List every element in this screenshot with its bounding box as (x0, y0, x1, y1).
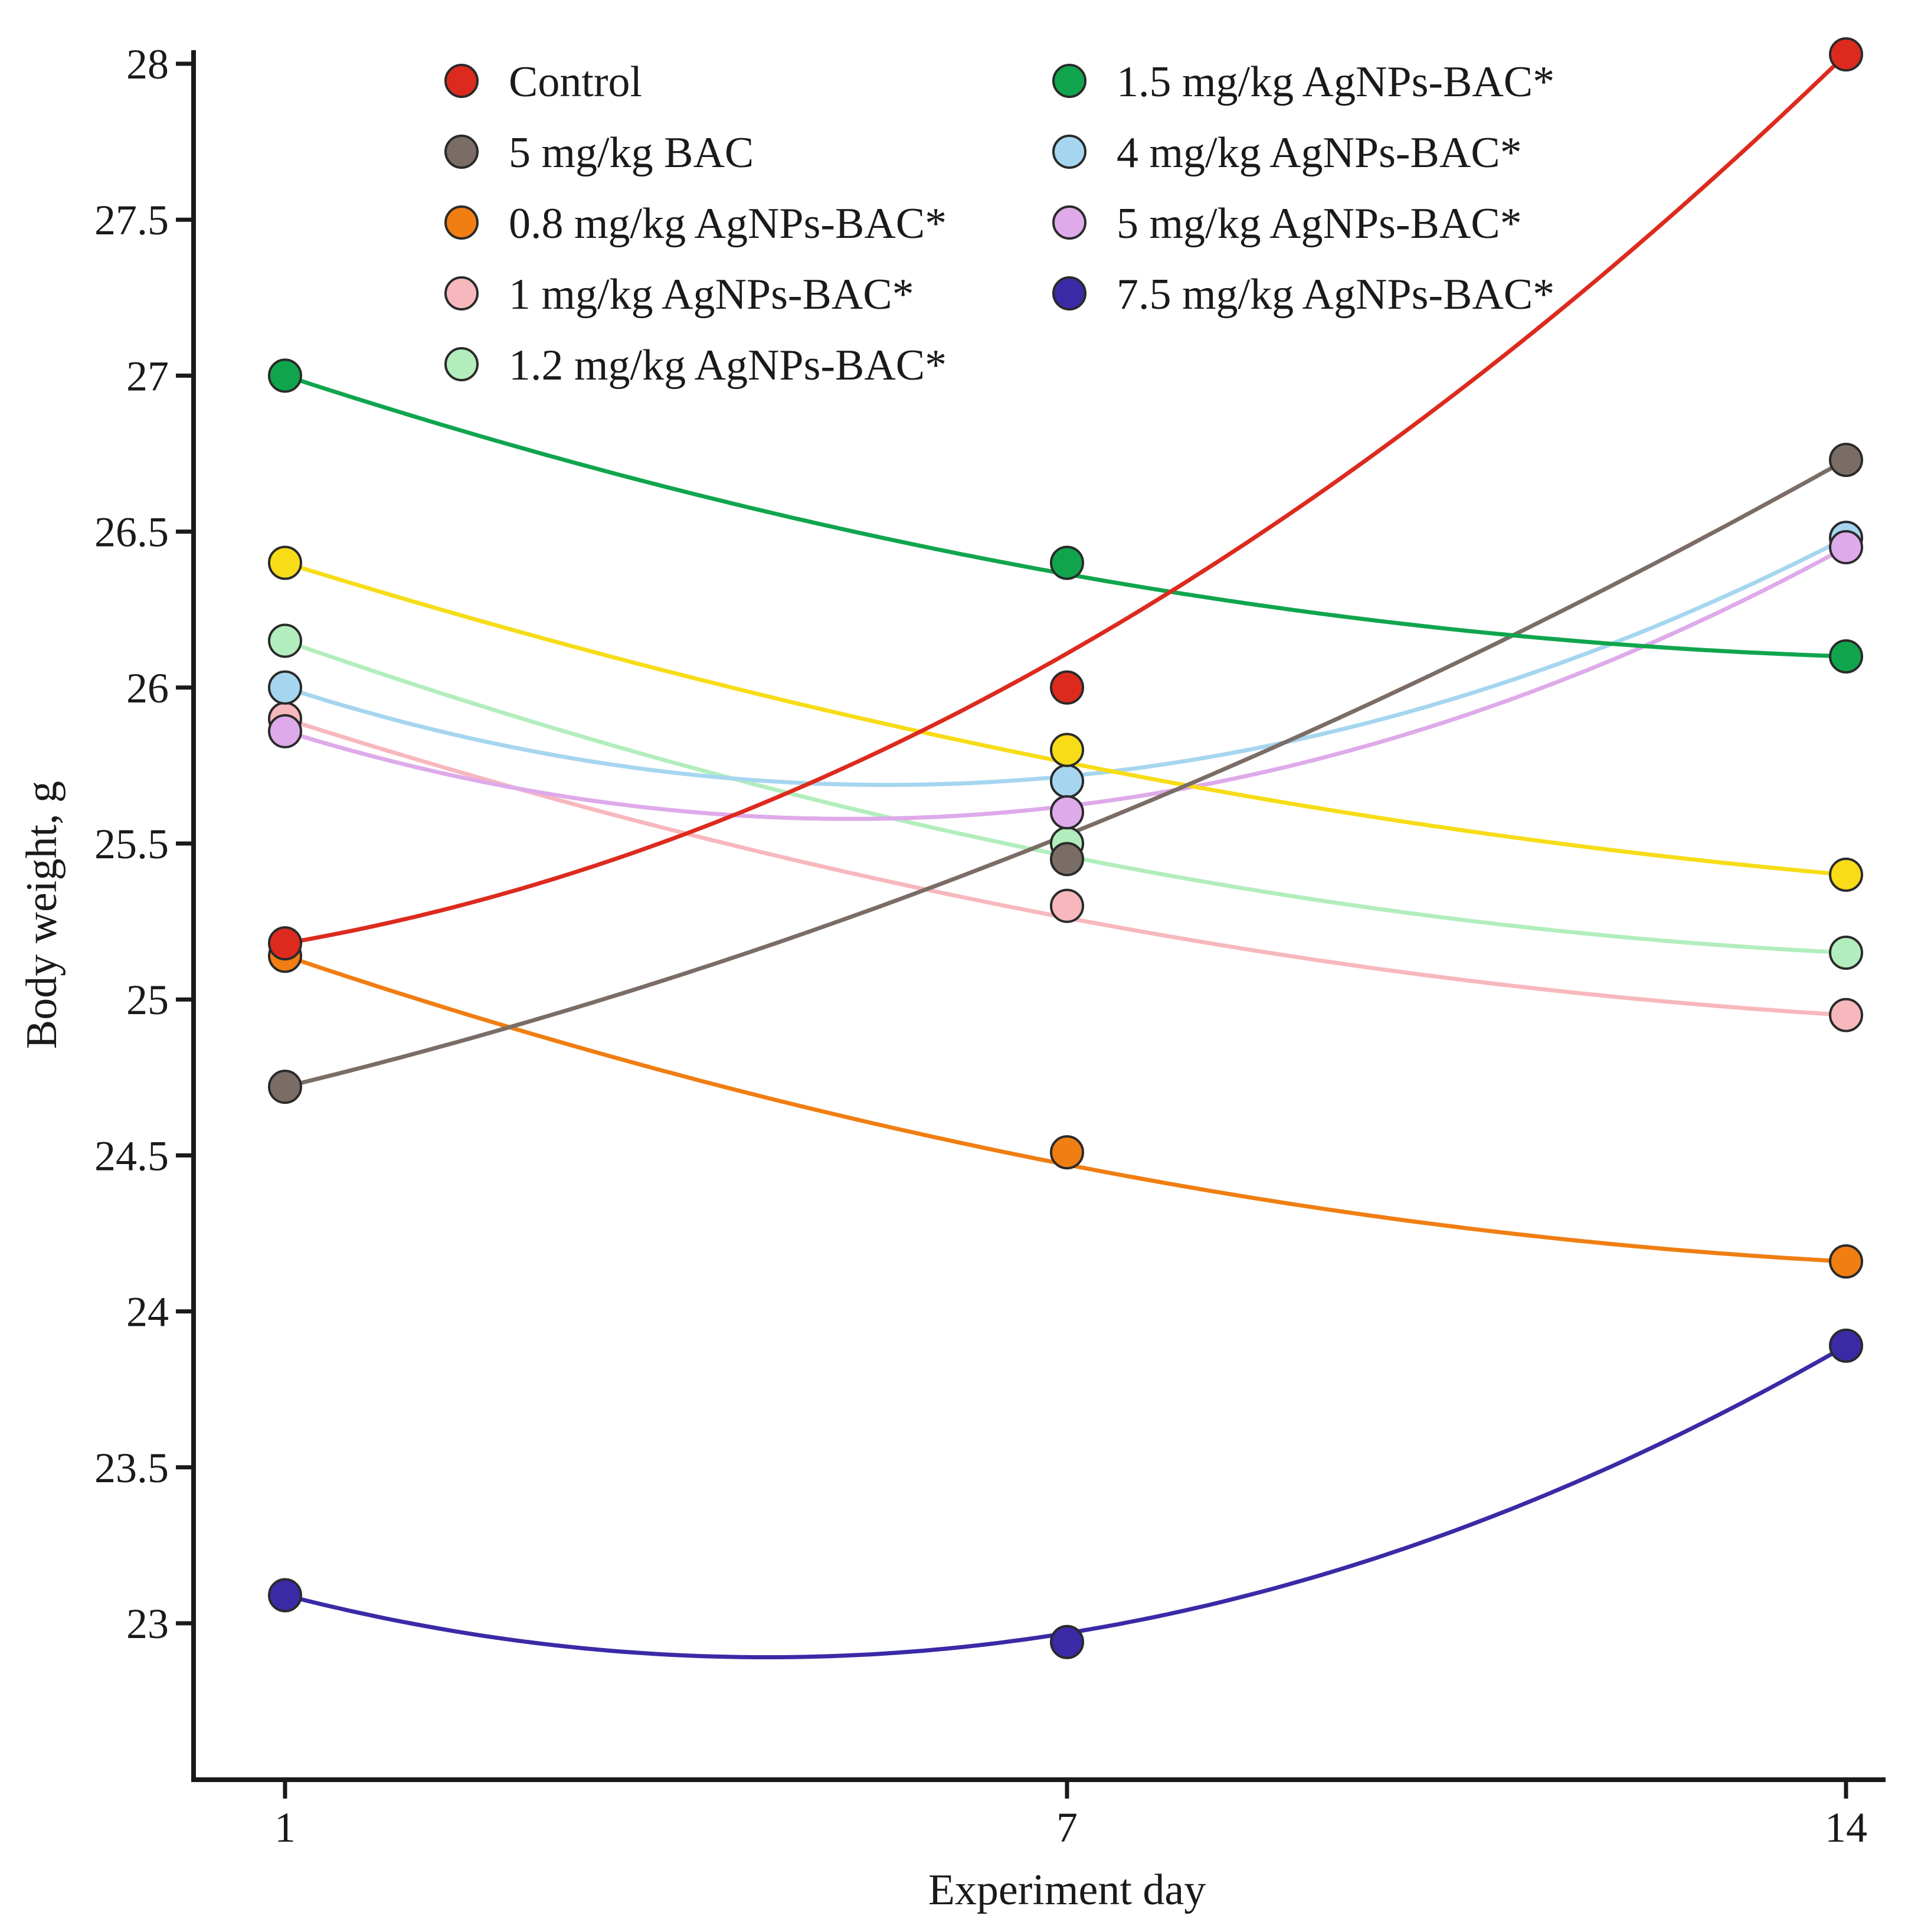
legend-item: 5 mg/kg AgNPs-BAC* (1052, 200, 1522, 248)
legend-item: 7.5 mg/kg AgNPs-BAC* (1052, 270, 1554, 319)
legend-label: 5 mg/kg BAC (509, 129, 754, 177)
legend-item: 0.8 mg/kg AgNPs-BAC* (444, 200, 947, 248)
data-point (1050, 545, 1084, 580)
legend-marker (444, 205, 479, 240)
legend-item: 1.5 mg/kg AgNPs-BAC* (1052, 58, 1554, 106)
y-tick-label: 23.5 (94, 1444, 169, 1492)
data-point (1829, 37, 1863, 72)
x-tick-label: 14 (1825, 1804, 1867, 1851)
series-line (284, 53, 1848, 946)
legend-label: 0.8 mg/kg AgNPs-BAC* (509, 200, 947, 248)
legend-label: 1.5 mg/kg AgNPs-BAC* (1117, 58, 1554, 106)
y-axis-title: Body weight, g (18, 781, 66, 1049)
legend-label: 1 mg/kg AgNPs-BAC* (509, 270, 914, 319)
legend-item: 1.2 mg/kg AgNPs-BAC* (444, 341, 947, 390)
data-point (1050, 888, 1084, 923)
y-tick-label: 23 (126, 1600, 169, 1647)
legend-marker (444, 135, 479, 169)
legend-item: 4 mg/kg AgNPs-BAC* (1052, 129, 1522, 177)
axes: 23 23.5 24 24.5 25 25.5 26 26.5 27 27.5 28 1 7 14 (94, 41, 1886, 1851)
series-markers (268, 37, 1863, 1659)
data-point (1829, 639, 1863, 674)
data-point (268, 926, 302, 961)
legend-label: 5 mg/kg AgNPs-BAC* (1117, 200, 1522, 248)
y-tick-label: 24.5 (94, 1132, 169, 1179)
data-point (1050, 842, 1084, 877)
data-point (1829, 1328, 1863, 1363)
data-point (1050, 795, 1084, 830)
legend: Control 5 mg/kg BAC 0.8 mg/kg AgNPs-BAC* 1 … (444, 58, 1554, 390)
data-point (268, 358, 302, 393)
y-tick-label: 25 (126, 976, 169, 1024)
data-point (1829, 857, 1863, 892)
data-point (1829, 1244, 1863, 1279)
data-point (268, 1070, 302, 1104)
data-point (1050, 764, 1084, 799)
legend-marker (1052, 64, 1086, 98)
legend-item: 1 mg/kg AgNPs-BAC* (444, 270, 914, 319)
x-axis-title: Experiment day (928, 1866, 1206, 1914)
data-point (1050, 1624, 1084, 1659)
legend-label: 7.5 mg/kg AgNPs-BAC* (1117, 270, 1554, 319)
legend-marker (1052, 205, 1086, 240)
legend-marker (444, 276, 479, 310)
data-point (268, 670, 302, 705)
data-point (1050, 670, 1084, 705)
y-tick-label: 28 (126, 41, 169, 88)
legend-label: 1.2 mg/kg AgNPs-BAC* (509, 341, 947, 390)
legend-label: Control (509, 58, 642, 106)
data-point (1829, 443, 1863, 478)
data-point (268, 1578, 302, 1613)
y-tick-label: 26 (126, 665, 169, 712)
legend-item: Control (444, 58, 642, 106)
data-point (1829, 530, 1863, 565)
legend-marker (444, 64, 479, 98)
legend-marker (1052, 135, 1086, 169)
y-tick-label: 24 (126, 1289, 169, 1336)
legend-label: 4 mg/kg AgNPs-BAC* (1117, 129, 1522, 177)
data-point (268, 714, 302, 748)
x-tick-label: 7 (1056, 1804, 1078, 1851)
legend-item: 5 mg/kg BAC (444, 129, 754, 177)
legend-marker (444, 347, 479, 381)
data-point (1829, 935, 1863, 970)
y-tick-label: 27 (126, 352, 169, 400)
data-point (1829, 998, 1863, 1032)
data-point (268, 545, 302, 580)
data-point (268, 623, 302, 658)
x-tick-label: 1 (274, 1804, 296, 1851)
y-tick-label: 27.5 (94, 197, 169, 244)
y-tick-label: 26.5 (94, 509, 169, 556)
data-point (1050, 733, 1084, 767)
legend-marker (1052, 276, 1086, 310)
y-tick-label: 25.5 (94, 820, 169, 868)
data-point (1050, 1135, 1084, 1170)
